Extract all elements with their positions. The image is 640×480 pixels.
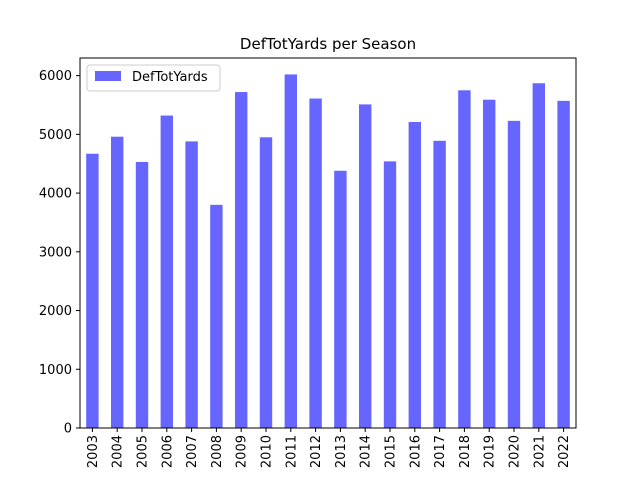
bar-2019	[483, 99, 496, 428]
x-tick-label: 2022	[557, 435, 572, 468]
y-tick-label: 3000	[39, 245, 72, 260]
bar-2015	[383, 161, 397, 428]
x-tick-label: 2016	[408, 435, 423, 468]
x-tick-label: 2013	[334, 435, 349, 468]
bar-2017	[433, 140, 446, 428]
x-tick-label: 2020	[508, 435, 523, 468]
x-tick-label: 2018	[458, 435, 473, 468]
x-tick-label: 2007	[185, 435, 200, 468]
x-tick-label: 2017	[433, 435, 448, 468]
bar-2003	[86, 153, 99, 429]
x-tick-label: 2005	[136, 435, 151, 468]
y-tick-label: 5000	[39, 128, 72, 143]
x-tick-label: 2015	[384, 435, 399, 468]
x-tick-label: 2019	[483, 435, 498, 468]
bar-2020	[507, 120, 521, 428]
bar-2014	[359, 104, 372, 429]
bar-2007	[185, 141, 198, 428]
bar-2018	[458, 90, 471, 429]
bar-2005	[135, 161, 149, 428]
y-tick-label: 1000	[39, 363, 72, 378]
bar-2009	[235, 92, 248, 428]
bar-2011	[284, 74, 297, 428]
bar-2012	[309, 98, 322, 429]
y-tick-label: 6000	[39, 69, 72, 84]
bar-2016	[408, 122, 421, 429]
legend-label: DefTotYards	[132, 70, 208, 85]
bar-2008	[210, 204, 223, 428]
y-tick-label: 2000	[39, 304, 72, 319]
y-axis: 0 1000 2000 3000 4000 5000 6000	[39, 69, 80, 437]
x-tick-label: 2009	[235, 435, 250, 468]
x-tick-label: 2010	[260, 435, 275, 468]
bar-2006	[160, 115, 173, 428]
plot-frame	[79, 57, 577, 429]
bar-2013	[334, 170, 347, 428]
bars-group	[86, 74, 570, 429]
y-tick-label: 4000	[39, 187, 72, 202]
y-tick-label: 0	[64, 422, 72, 437]
x-tick-label: 2006	[160, 435, 175, 468]
chart-title: DefTotYards per Season	[240, 35, 416, 53]
bar-2022	[557, 100, 570, 429]
x-tick-label: 2011	[284, 435, 299, 468]
x-axis: 2003 2004 2005 2006 2007 2008 2009 2010 2011 2012…	[86, 428, 572, 468]
bar-2010	[259, 137, 273, 429]
x-tick-label: 2021	[532, 435, 547, 468]
x-tick-label: 2012	[309, 435, 324, 468]
legend-swatch	[95, 71, 121, 81]
bar-2021	[532, 83, 545, 428]
x-tick-label: 2014	[359, 435, 374, 468]
x-tick-label: 2003	[86, 435, 101, 468]
bar-2004	[111, 136, 124, 428]
legend: DefTotYards	[86, 64, 221, 92]
x-tick-label: 2008	[210, 435, 225, 468]
x-tick-label: 2004	[111, 435, 126, 468]
